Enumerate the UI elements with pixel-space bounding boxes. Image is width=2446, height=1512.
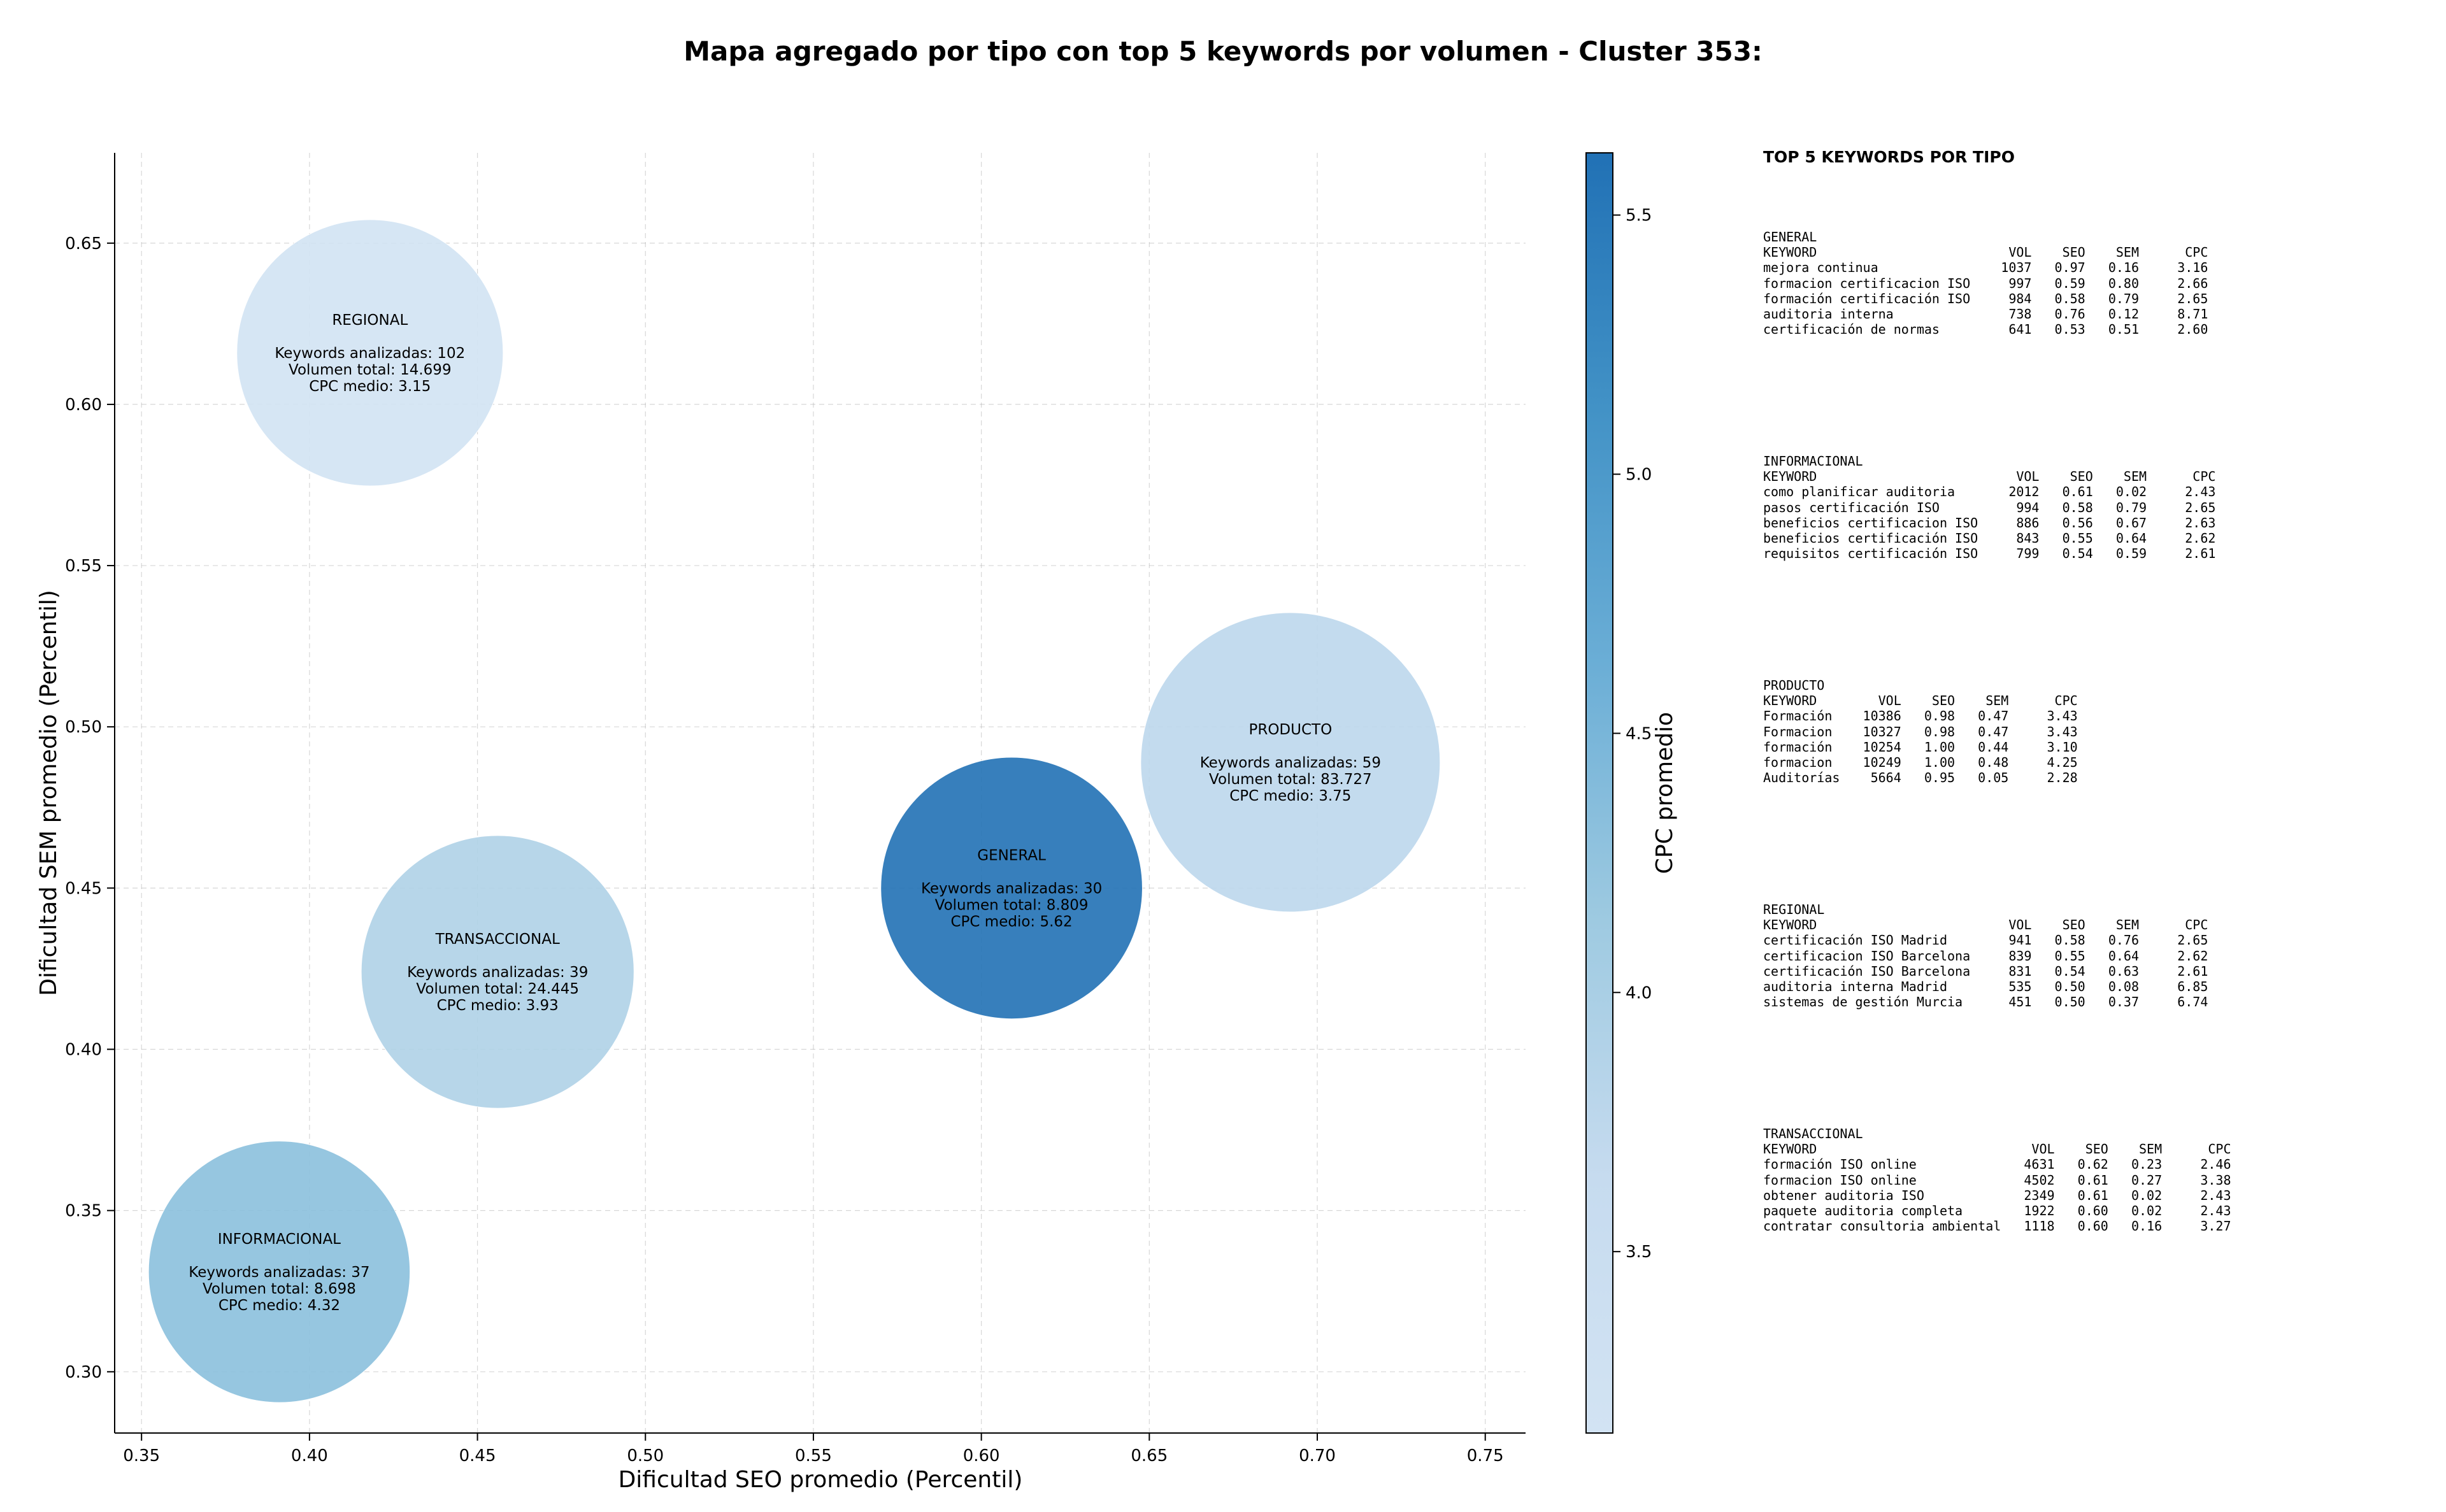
bubble-label-transaccional: TRANSACCIONAL bbox=[435, 931, 560, 948]
bubble-label-regional: REGIONAL bbox=[332, 312, 408, 329]
y-tick-label: 0.50 bbox=[65, 718, 102, 737]
keywords-table-informacional: INFORMACIONAL KEYWORD VOL SEO SEM CPC co… bbox=[1763, 453, 2216, 562]
bubble-regional bbox=[236, 219, 504, 487]
bubble-transaccional bbox=[361, 835, 634, 1109]
y-tick-label: 0.55 bbox=[65, 557, 102, 576]
bubble-stat-general: Volumen total: 8.809 bbox=[935, 897, 1089, 913]
bubble-informacional bbox=[148, 1141, 411, 1403]
y-tick-label: 0.45 bbox=[65, 879, 102, 898]
bubble-stat-producto: Volumen total: 83.727 bbox=[1209, 771, 1372, 788]
colorbar-tick-label: 4.5 bbox=[1626, 724, 1652, 743]
x-tick-label: 0.35 bbox=[123, 1446, 160, 1466]
axes bbox=[114, 153, 1526, 1434]
bubble-stat-producto: Keywords analizadas: 59 bbox=[1200, 755, 1381, 771]
x-tick-label: 0.50 bbox=[627, 1446, 664, 1466]
x-tick-label: 0.40 bbox=[291, 1446, 328, 1466]
top-keywords-heading: TOP 5 KEYWORDS POR TIPO bbox=[1763, 148, 2015, 166]
keywords-table-regional: REGIONAL KEYWORD VOL SEO SEM CPC certifi… bbox=[1763, 902, 2208, 1010]
bubble-stat-general: Keywords analizadas: 30 bbox=[921, 880, 1102, 897]
colorbar-label: CPC promedio bbox=[1652, 712, 1678, 874]
y-tick-label: 0.30 bbox=[65, 1363, 102, 1382]
x-tick-label: 0.55 bbox=[795, 1446, 832, 1466]
y-axis-label: Dificultad SEM promedio (Percentil) bbox=[36, 590, 62, 996]
keywords-table-producto: PRODUCTO KEYWORD VOL SEO SEM CPC Formaci… bbox=[1763, 678, 2078, 786]
y-tick-label: 0.40 bbox=[65, 1041, 102, 1060]
bubble-stat-producto: CPC medio: 3.75 bbox=[1229, 788, 1351, 804]
x-tick-label: 0.70 bbox=[1299, 1446, 1336, 1466]
colorbar-tick-label: 5.0 bbox=[1626, 466, 1652, 485]
colorbar-tick-label: 5.5 bbox=[1626, 206, 1652, 225]
bubble-label-producto: PRODUCTO bbox=[1248, 722, 1332, 738]
x-tick-label: 0.60 bbox=[963, 1446, 1000, 1466]
bubble-label-general: GENERAL bbox=[977, 847, 1046, 864]
bubble-stat-informacional: CPC medio: 4.32 bbox=[218, 1297, 340, 1314]
bubble-label-informacional: INFORMACIONAL bbox=[218, 1231, 341, 1248]
colorbar-tick-label: 3.5 bbox=[1626, 1243, 1652, 1262]
x-axis-ticks: 0.35 0.40 0.45 0.50 0.55 0.60 0.65 0.70 0.75 bbox=[123, 1433, 1504, 1466]
colorbar-tick-label: 4.0 bbox=[1626, 983, 1652, 1002]
bubble-stat-transaccional: CPC medio: 3.93 bbox=[437, 997, 559, 1014]
chart-title: Mapa agregado por tipo con top 5 keyword… bbox=[683, 36, 1763, 67]
bubble-stat-regional: CPC medio: 3.15 bbox=[309, 378, 431, 395]
top-keywords-panel: TOP 5 KEYWORDS POR TIPO GENERAL KEYWORD … bbox=[1763, 148, 2432, 1294]
bubble-stat-informacional: Keywords analizadas: 37 bbox=[189, 1264, 369, 1281]
x-tick-label: 0.45 bbox=[459, 1446, 496, 1466]
y-tick-label: 0.60 bbox=[65, 396, 102, 415]
keywords-table-general: GENERAL KEYWORD VOL SEO SEM CPC mejora c… bbox=[1763, 229, 2208, 338]
x-axis-label: Dificultad SEO promedio (Percentil) bbox=[619, 1467, 1023, 1493]
bubble-stat-general: CPC medio: 5.62 bbox=[951, 913, 1073, 930]
bubble-stat-transaccional: Keywords analizadas: 39 bbox=[407, 964, 588, 981]
x-tick-label: 0.65 bbox=[1131, 1446, 1168, 1466]
y-tick-label: 0.35 bbox=[65, 1202, 102, 1221]
keywords-table-transaccional: TRANSACCIONAL KEYWORD VOL SEO SEM CPC fo… bbox=[1763, 1126, 2231, 1234]
colorbar: 3.5 4.0 4.5 5.0 5.5 bbox=[1585, 152, 1652, 1434]
colorbar-fill bbox=[1585, 152, 1613, 1434]
bubble-stat-informacional: Volumen total: 8.698 bbox=[203, 1281, 356, 1297]
y-tick-label: 0.65 bbox=[65, 234, 102, 253]
y-axis-ticks: 0.30 0.35 0.40 0.45 0.50 0.55 0.60 0.65 bbox=[65, 234, 115, 1382]
bubble-stat-regional: Keywords analizadas: 102 bbox=[275, 345, 465, 362]
bubble-stat-transaccional: Volumen total: 24.445 bbox=[416, 981, 579, 997]
bubble-stat-regional: Volumen total: 14.699 bbox=[289, 362, 452, 378]
bubble-producto bbox=[1140, 612, 1441, 913]
bubble-general bbox=[880, 757, 1143, 1020]
x-tick-label: 0.75 bbox=[1467, 1446, 1504, 1466]
